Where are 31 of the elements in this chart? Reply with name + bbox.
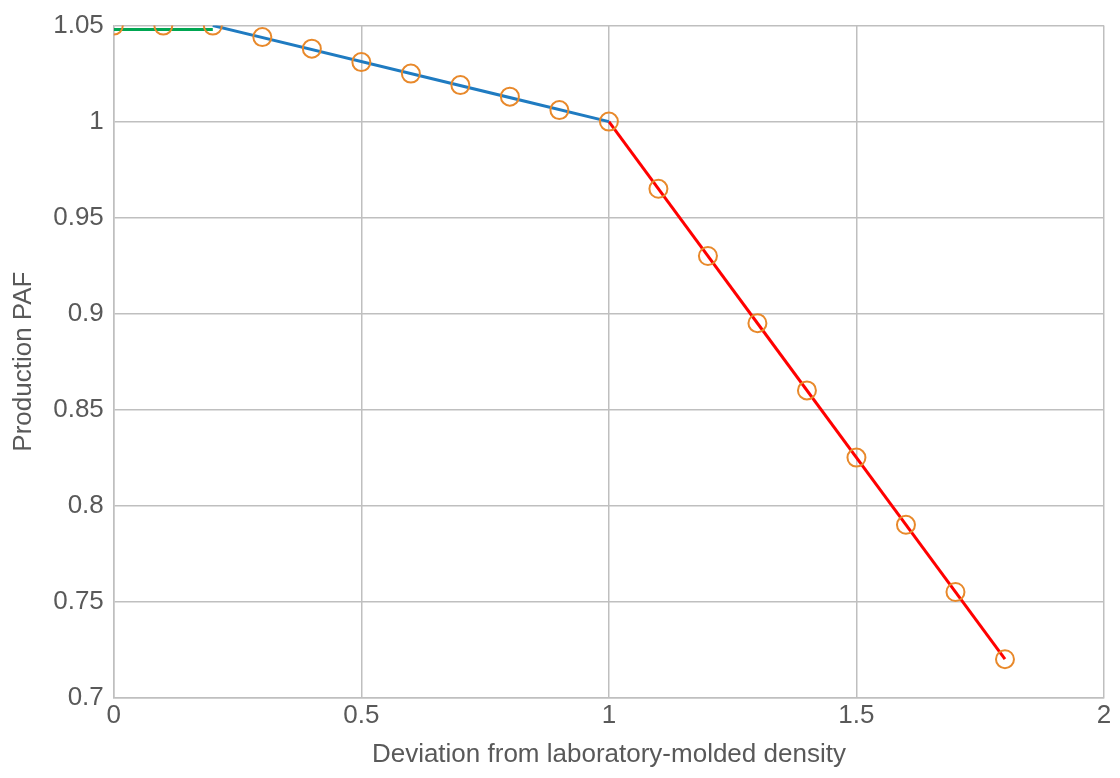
y-tick-label: 1: [89, 104, 104, 135]
y-tick-label: 1.05: [53, 8, 104, 39]
x-tick-label: 2: [1096, 699, 1112, 730]
point: [846, 447, 867, 468]
point: [252, 27, 273, 48]
point: [895, 514, 916, 535]
point: [549, 100, 570, 121]
point: [747, 313, 768, 334]
x-tick-label: 1: [601, 699, 617, 730]
point: [351, 52, 372, 73]
y-tick-label: 0.8: [67, 488, 104, 519]
y-tick-label: 0.7: [67, 680, 104, 711]
y-tick-label: 0.75: [53, 584, 104, 615]
x-tick-label: 0: [106, 699, 122, 730]
point: [994, 649, 1015, 670]
point: [648, 178, 669, 199]
point: [301, 38, 322, 59]
y-axis-title: Production PAF: [6, 271, 37, 452]
y-tick-label: 0.9: [67, 296, 104, 327]
point: [796, 380, 817, 401]
point: [400, 63, 421, 84]
point: [945, 582, 966, 602]
point: [697, 246, 718, 266]
y-tick-label: 0.95: [53, 200, 104, 231]
point: [598, 111, 619, 132]
x-tick-label: 0.5: [343, 699, 380, 730]
x-axis-title: Deviation from laboratory-molded density: [371, 737, 846, 768]
x-tick-label: 1.5: [838, 699, 875, 730]
point: [499, 86, 520, 107]
y-tick-label: 0.85: [53, 392, 104, 423]
point: [450, 75, 471, 96]
